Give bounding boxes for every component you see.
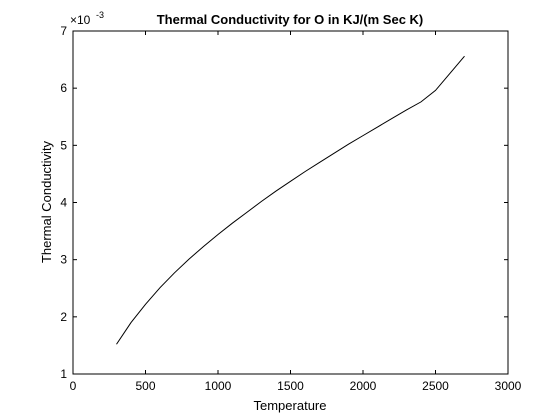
y-exponent-base: ×10 — [70, 13, 91, 27]
y-tick-label: 6 — [60, 81, 67, 95]
y-exponent-power: -3 — [96, 10, 104, 20]
x-tick-label: 0 — [70, 379, 77, 393]
x-tick-label: 1000 — [205, 379, 232, 393]
series-line — [116, 55, 465, 345]
y-axis-ticks: 1 2 3 4 5 6 7 — [60, 24, 508, 381]
x-axis-label: Temperature — [254, 398, 327, 413]
y-axis-label: Thermal Conductivity — [39, 140, 54, 263]
x-tick-label: 1500 — [277, 379, 304, 393]
y-tick-label: 2 — [60, 310, 67, 324]
x-tick-label: 2500 — [422, 379, 449, 393]
x-axis-ticks: 0 500 1000 1500 2000 2500 3000 — [70, 31, 522, 393]
x-tick-label: 500 — [135, 379, 155, 393]
y-tick-label: 7 — [60, 24, 67, 38]
plot-area — [72, 30, 509, 375]
y-tick-label: 4 — [60, 196, 67, 210]
x-tick-label: 3000 — [495, 379, 522, 393]
chart-title: Thermal Conductivity for O in KJ/(m Sec … — [157, 12, 424, 27]
y-tick-label: 3 — [60, 253, 67, 267]
y-tick-label: 5 — [60, 138, 67, 152]
y-tick-label: 1 — [60, 367, 67, 381]
y-exponent-label: ×10 -3 — [70, 10, 104, 27]
x-tick-label: 2000 — [350, 379, 377, 393]
